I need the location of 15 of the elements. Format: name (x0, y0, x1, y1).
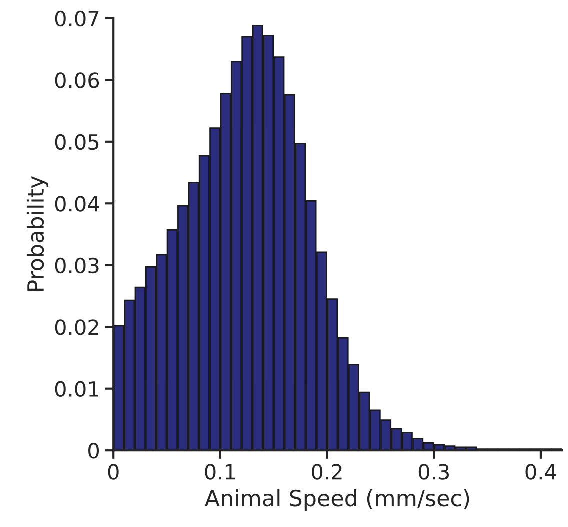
y-tick-label: 0.06 (55, 72, 100, 88)
y-tick-label: 0.03 (55, 258, 99, 274)
x-tick-label: 0.2 (312, 464, 342, 480)
y-tick-label: 0.05 (55, 134, 99, 150)
y-tick-label: 0.04 (55, 196, 100, 212)
x-tick-label: 0.3 (418, 464, 450, 480)
y-tick-label: 0.07 (55, 10, 99, 27)
x-axis-title: Animal Speed (mm/sec) (204, 490, 470, 512)
x-tick-label: 0.4 (526, 464, 556, 480)
y-tick-label: 0 (88, 443, 100, 459)
x-tick-label: 0.1 (205, 464, 236, 480)
x-tick-label: 0 (108, 464, 119, 480)
y-tick-label: 0.01 (55, 381, 98, 398)
y-axis-title: Probability (26, 176, 48, 292)
y-tick-label: 0.02 (55, 320, 98, 336)
